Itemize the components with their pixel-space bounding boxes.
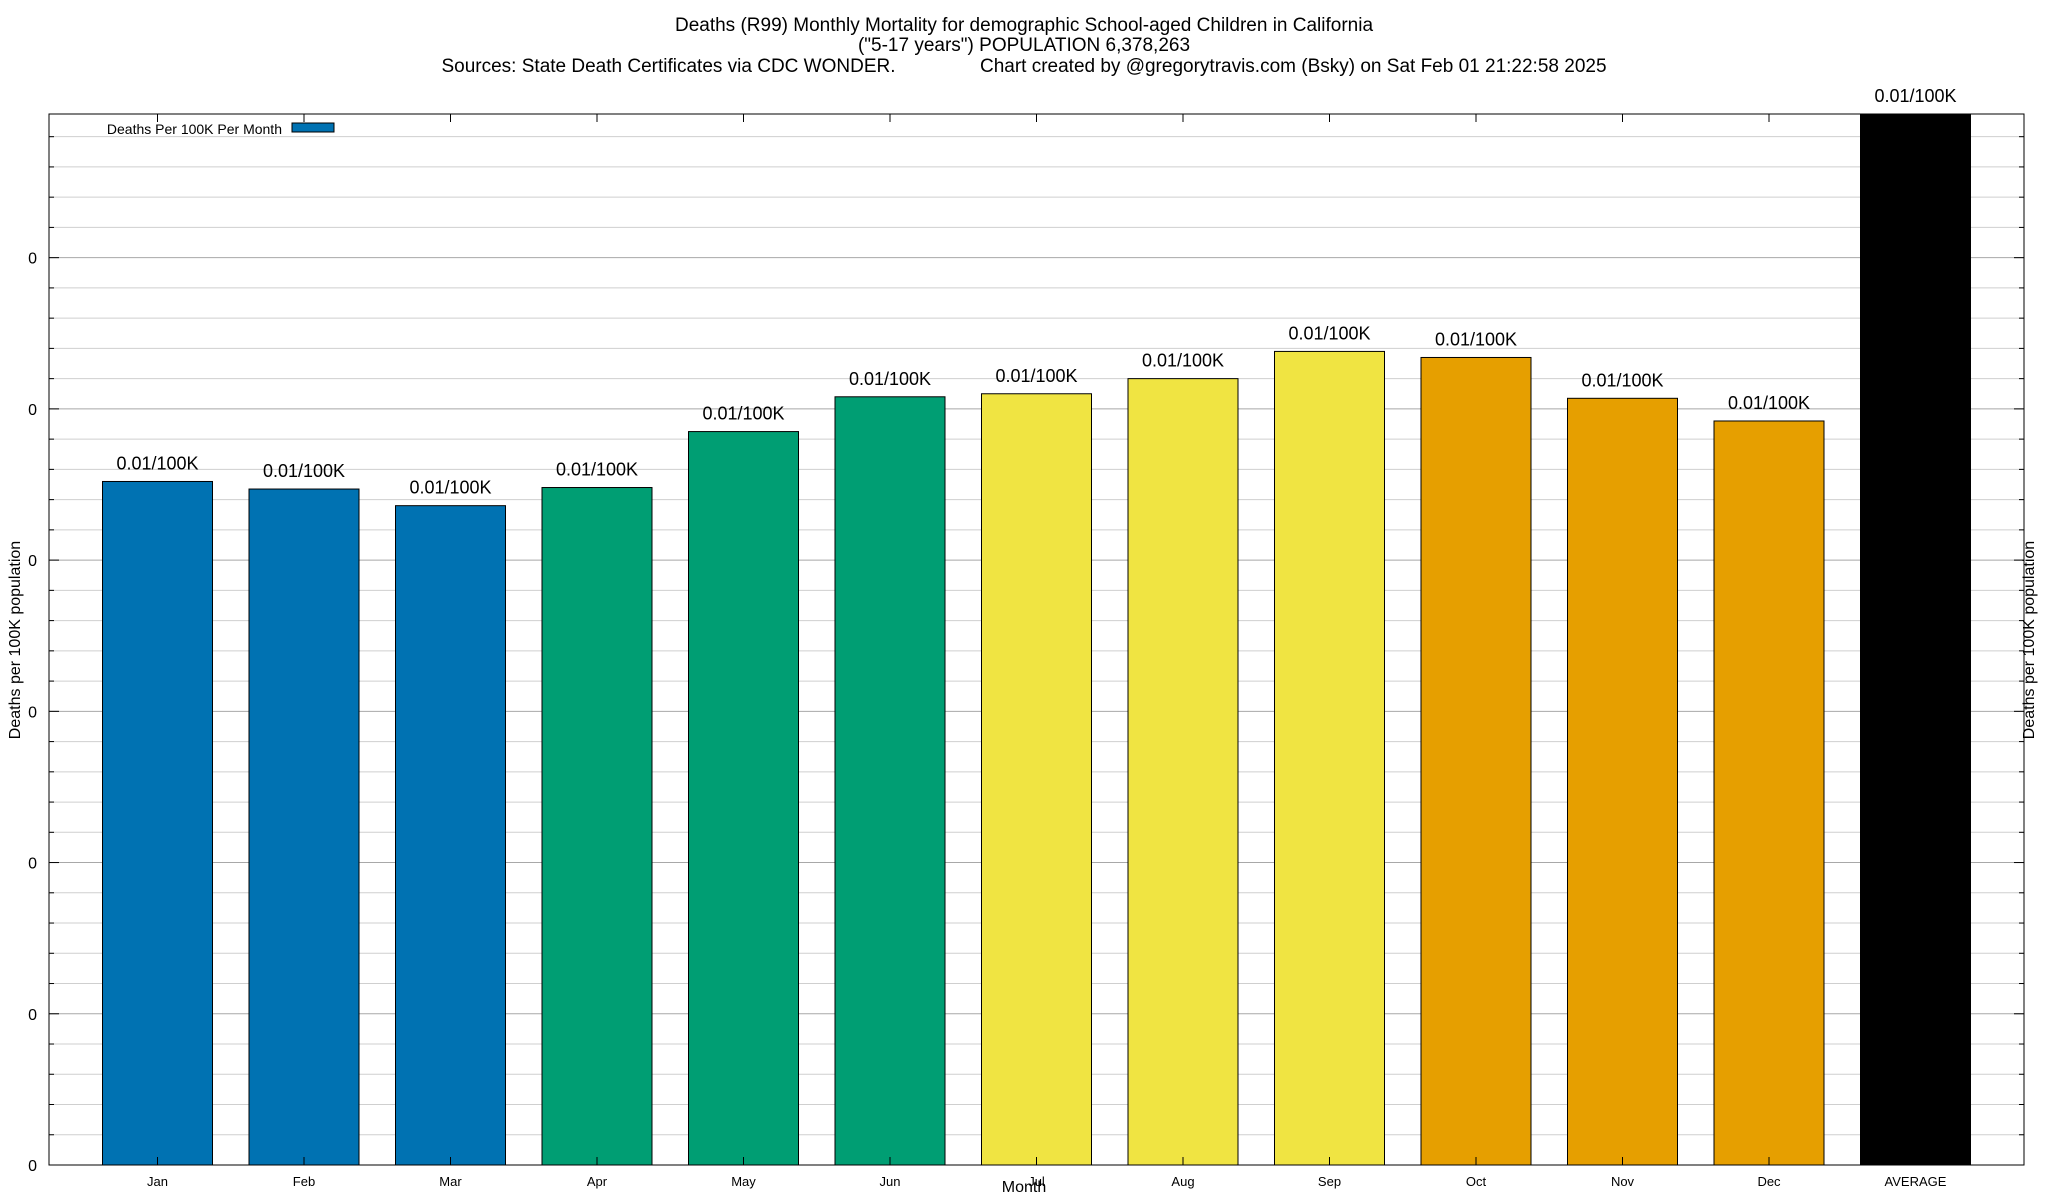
y-tick-label: 0 [28, 1007, 37, 1024]
x-tick-label: Mar [439, 1174, 462, 1189]
x-axis-label: Month [1002, 1179, 1046, 1196]
bar-value-label: 0.01/100K [995, 366, 1077, 386]
bar-oct [1420, 356, 1532, 1166]
bar-feb [248, 488, 360, 1166]
bar-value-label: 0.01/100K [263, 461, 345, 481]
chart-title-line-1: Deaths (R99) Monthly Mortality for demog… [675, 15, 1373, 36]
y-tick-label: 0 [28, 856, 37, 873]
bar-dec [1713, 420, 1825, 1166]
bar-jun [834, 396, 946, 1166]
legend-swatch [291, 122, 335, 133]
legend: Deaths Per 100K Per Month [107, 121, 335, 137]
bar-sep [1274, 350, 1385, 1166]
bar-may [688, 431, 799, 1166]
x-tick-label: Jan [147, 1174, 168, 1189]
x-tick-label: Apr [587, 1174, 608, 1189]
y-tick-label: 0 [28, 402, 37, 419]
y-axis-label: Deaths per 100K population [7, 541, 24, 739]
x-tick-label: Aug [1171, 1174, 1194, 1189]
bar-value-label: 0.01/100K [556, 460, 638, 480]
x-tick-label: AVERAGE [1885, 1174, 1947, 1189]
bar-value-labels: 0.01/100K 0.01/100K 0.01/100K 0.01/100K 0.01… [116, 86, 1956, 498]
bar-nov [1567, 397, 1678, 1166]
bar-value-label: 0.01/100K [1435, 329, 1517, 349]
x-tick-label: Sep [1318, 1174, 1341, 1189]
bar-value-label: 0.01/100K [1874, 86, 1956, 106]
bar-aug [1127, 378, 1239, 1166]
bar-mar [395, 505, 506, 1166]
chart-title-line-3: Sources: State Death Certificates via CD… [441, 56, 1606, 77]
y-tick-label: 0 [28, 704, 37, 721]
bar-value-label: 0.01/100K [1581, 370, 1663, 390]
bar-jan [102, 480, 213, 1166]
chart-title-line-2: ("5-17 years") POPULATION 6,378,263 [858, 35, 1190, 56]
y-tick-label: 0 [28, 251, 37, 268]
x-tick-label: Jun [880, 1174, 901, 1189]
bar-value-label: 0.01/100K [849, 369, 931, 389]
y-tick-label: 0 [28, 553, 37, 570]
x-tick-label: Oct [1466, 1174, 1487, 1189]
bar-value-label: 0.01/100K [116, 453, 198, 473]
x-tick-label: Jul [1028, 1174, 1045, 1189]
bar-value-label: 0.01/100K [1142, 351, 1224, 371]
x-tick-label: Dec [1757, 1174, 1781, 1189]
x-tick-label: May [731, 1174, 756, 1189]
y2-axis-label: Deaths per 100K population [2021, 541, 2038, 739]
bar-value-label: 0.01/100K [1728, 393, 1810, 413]
bar-value-label: 0.01/100K [1288, 323, 1370, 343]
bar-apr [541, 487, 653, 1166]
x-tick-label: Nov [1611, 1174, 1635, 1189]
legend-label: Deaths Per 100K Per Month [107, 121, 282, 137]
bars [102, 113, 1971, 1166]
bar-average [1860, 113, 1971, 1166]
bar-jul [981, 393, 1092, 1166]
bar-value-label: 0.01/100K [409, 478, 491, 498]
axis-ticks: 0 0 0 0 0 0 0 Jan Feb Mar Apr May Jun Jul Aug Sep Oct Nov… [28, 114, 2024, 1189]
bar-value-label: 0.01/100K [702, 404, 784, 424]
y-tick-label: 0 [28, 1158, 37, 1175]
x-tick-label: Feb [293, 1174, 315, 1189]
